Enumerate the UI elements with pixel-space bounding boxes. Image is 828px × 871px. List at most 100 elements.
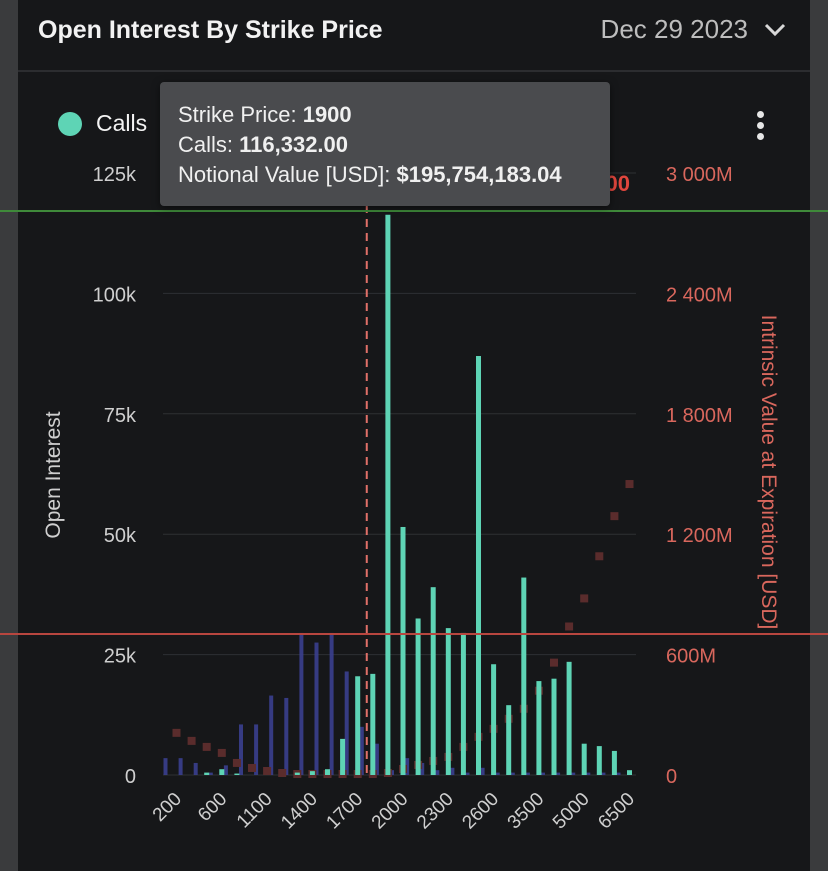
intrinsic-point[interactable]	[248, 763, 256, 772]
put-bar[interactable]	[208, 772, 213, 775]
call-bar[interactable]	[491, 664, 497, 775]
intrinsic-point[interactable]	[217, 748, 226, 757]
puts-series	[163, 632, 621, 775]
legend-swatch-calls	[58, 111, 82, 136]
intrinsic-point[interactable]	[610, 512, 619, 521]
call-bar[interactable]	[340, 738, 346, 775]
put-bar[interactable]	[465, 772, 470, 775]
x-tick-label: 1100	[233, 789, 277, 833]
put-bar[interactable]	[223, 765, 228, 775]
put-bar[interactable]	[405, 758, 410, 775]
call-bar[interactable]	[521, 577, 527, 775]
put-bar[interactable]	[510, 772, 515, 775]
call-bar[interactable]	[385, 214, 391, 775]
more-options-icon[interactable]	[750, 108, 770, 148]
intrinsic-point[interactable]	[278, 768, 287, 777]
y-tick-label: 25k	[104, 646, 137, 668]
put-bar[interactable]	[344, 671, 349, 775]
put-bar[interactable]	[254, 724, 259, 775]
put-bar[interactable]	[299, 632, 304, 775]
put-bar[interactable]	[420, 762, 425, 775]
put-bar[interactable]	[390, 770, 394, 775]
put-bar[interactable]	[269, 695, 274, 775]
x-tick-label: 1400	[277, 789, 322, 834]
put-bar[interactable]	[495, 772, 500, 775]
y2-axis-label: Intrinsic Value at Expiration [USD]	[757, 315, 780, 630]
date-value: Dec 29 2023	[600, 14, 748, 44]
call-bar[interactable]	[596, 746, 602, 775]
put-bar[interactable]	[284, 697, 289, 775]
intrinsic-point[interactable]	[565, 622, 574, 631]
tooltip-notional: Notional Value [USD]: $195,754,183.04	[178, 162, 562, 188]
y-axis-left: 0 25k 50k 75k 100k 125k	[93, 164, 137, 788]
x-tick-label: 3500	[504, 789, 549, 834]
intrinsic-point[interactable]	[232, 758, 241, 767]
call-bar[interactable]	[627, 770, 632, 775]
call-bar[interactable]	[370, 673, 376, 775]
call-bar[interactable]	[581, 743, 587, 775]
put-bar[interactable]	[239, 724, 243, 775]
y2-tick-label: 1 800M	[666, 405, 733, 427]
call-bar[interactable]	[234, 773, 240, 775]
x-tick-label: 200	[149, 789, 186, 826]
call-bar[interactable]	[430, 587, 436, 775]
data-tooltip: Strike Price: 1900 Calls: 116,332.00 Not…	[160, 82, 610, 206]
call-bar[interactable]	[309, 771, 315, 775]
call-bar[interactable]	[415, 618, 421, 775]
call-bar[interactable]	[460, 632, 466, 775]
call-bar[interactable]	[566, 661, 572, 775]
call-bar[interactable]	[536, 681, 542, 775]
intrinsic-point[interactable]	[595, 552, 604, 561]
y-axis-label: Open Interest	[42, 411, 65, 538]
call-bar[interactable]	[355, 676, 361, 775]
intrinsic-point[interactable]	[263, 766, 272, 775]
intrinsic-point[interactable]	[625, 480, 634, 489]
tooltip-strike: Strike Price: 1900	[178, 102, 352, 128]
call-bar[interactable]	[219, 769, 225, 775]
legend-item-calls[interactable]: Calls	[58, 110, 147, 137]
put-bar[interactable]	[178, 758, 183, 775]
x-tick-label: 5000	[549, 789, 594, 834]
put-bar[interactable]	[329, 632, 334, 775]
intrinsic-point[interactable]	[172, 728, 181, 737]
tooltip-strike-value: 1900	[302, 102, 352, 127]
x-tick-label: 2000	[368, 789, 413, 834]
intrinsic-point[interactable]	[187, 736, 196, 745]
put-bar[interactable]	[435, 770, 440, 775]
put-bar[interactable]	[359, 726, 364, 775]
call-bar[interactable]	[294, 772, 300, 775]
y-tick-label: 125k	[93, 164, 137, 186]
call-bar[interactable]	[506, 705, 512, 775]
call-bar[interactable]	[551, 678, 557, 775]
call-bar[interactable]	[476, 356, 481, 775]
call-bar[interactable]	[204, 772, 210, 775]
call-bar[interactable]	[400, 526, 406, 775]
put-bar[interactable]	[556, 772, 561, 775]
put-bar[interactable]	[525, 772, 530, 775]
calls-series	[204, 214, 632, 775]
put-bar[interactable]	[601, 772, 606, 775]
put-bar[interactable]	[571, 772, 576, 775]
put-bar[interactable]	[541, 772, 545, 775]
put-bar[interactable]	[314, 642, 319, 775]
put-bar[interactable]	[586, 772, 591, 775]
put-bar[interactable]	[374, 743, 379, 775]
call-bar[interactable]	[325, 769, 330, 775]
intrinsic-point[interactable]	[550, 658, 558, 667]
put-bar[interactable]	[480, 767, 485, 775]
put-bar[interactable]	[450, 767, 455, 775]
tooltip-calls: Calls: 116,332.00	[178, 132, 348, 158]
y2-tick-label: 3 000M	[666, 164, 733, 186]
intrinsic-point[interactable]	[202, 742, 211, 751]
y-tick-label: 75k	[104, 405, 137, 427]
put-bar[interactable]	[193, 762, 198, 775]
x-tick-label: 1700	[322, 789, 367, 834]
put-bar[interactable]	[163, 758, 168, 775]
x-axis: 200 600 1100 1400 1700 2000 2300 2600 3500 5000 65…	[149, 789, 639, 834]
put-bar[interactable]	[616, 772, 621, 775]
call-bar[interactable]	[445, 628, 451, 775]
call-bar[interactable]	[611, 750, 617, 775]
date-dropdown[interactable]: Dec 29 2023	[601, 14, 786, 45]
legend-label-calls: Calls	[96, 110, 148, 136]
intrinsic-point[interactable]	[580, 594, 589, 603]
